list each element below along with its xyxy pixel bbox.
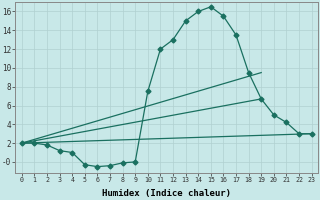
X-axis label: Humidex (Indice chaleur): Humidex (Indice chaleur) <box>102 189 231 198</box>
